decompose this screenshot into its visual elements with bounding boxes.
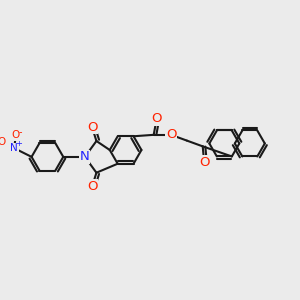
Text: O: O <box>199 156 209 169</box>
Text: O: O <box>12 130 20 140</box>
Text: +: + <box>15 140 22 148</box>
Text: O: O <box>0 137 5 148</box>
Text: O: O <box>87 121 97 134</box>
Text: O: O <box>87 180 97 193</box>
Text: O: O <box>166 128 176 141</box>
Text: -: - <box>18 128 22 137</box>
Text: O: O <box>151 112 162 125</box>
Text: N: N <box>80 150 90 164</box>
Text: N: N <box>11 143 18 153</box>
